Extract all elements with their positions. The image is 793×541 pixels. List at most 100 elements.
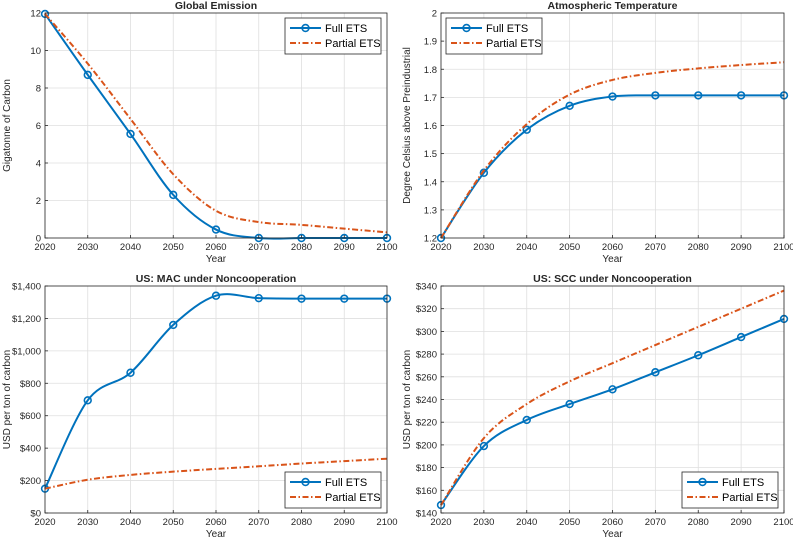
y-tick-label: $200: [20, 476, 41, 487]
legend: Full ETS Partial ETS: [284, 17, 382, 55]
y-tick-label: $280: [416, 350, 437, 361]
x-tick-label: 2040: [120, 242, 141, 253]
data-point-full-ets: [694, 91, 703, 100]
x-tick-label: 2050: [163, 242, 184, 253]
x-tick-label: 2030: [473, 242, 494, 253]
data-point-full-ets: [608, 92, 617, 101]
y-tick-label: 1.4: [424, 177, 437, 188]
x-tick-label: 2100: [773, 242, 793, 253]
x-axis-label: Year: [206, 254, 227, 265]
x-tick-label: 2090: [334, 242, 355, 253]
legend: Full ETS Partial ETS: [681, 471, 779, 509]
series-line-partial-ets: [440, 289, 785, 506]
y-tick-label: $140: [416, 509, 437, 520]
data-point-full-ets: [651, 368, 660, 377]
x-tick-label: 2070: [645, 242, 666, 253]
y-tick-label: 1.7: [424, 93, 437, 104]
data-point-full-ets: [211, 291, 221, 300]
x-tick-label: 2040: [120, 517, 141, 528]
y-tick-label: $240: [416, 395, 437, 406]
x-tick-label: 2030: [77, 517, 98, 528]
x-axis-label: Year: [206, 529, 227, 540]
y-axis-label: Gigatonne of Carbon: [2, 79, 13, 172]
y-tick-label: 1.5: [424, 149, 437, 160]
x-tick-label: 2100: [376, 242, 397, 253]
data-point-full-ets: [694, 351, 703, 360]
x-tick-label: 2090: [731, 242, 752, 253]
y-tick-label: $160: [416, 486, 437, 497]
x-tick-label: 2100: [376, 517, 397, 528]
x-tick-label: 2050: [163, 517, 184, 528]
y-axis-label: USD per ton of carbon: [2, 350, 13, 450]
y-tick-label: $260: [416, 372, 437, 383]
legend: Full ETS Partial ETS: [284, 471, 382, 509]
data-point-full-ets: [608, 385, 617, 394]
data-point-full-ets: [479, 441, 489, 451]
x-tick-label: 2050: [559, 517, 580, 528]
x-tick-label: 2080: [291, 517, 312, 528]
data-point-full-ets: [565, 399, 574, 409]
y-tick-label: 1.9: [424, 37, 437, 48]
y-tick-label: 1.8: [424, 65, 437, 76]
y-tick-label: 2: [432, 9, 437, 20]
legend-marker: [698, 477, 707, 487]
y-tick-label: 0: [36, 234, 41, 245]
x-tick-label: 2030: [77, 242, 98, 253]
y-tick-label: $1,200: [12, 314, 41, 325]
chart-title: Atmospheric Temperature: [548, 0, 678, 12]
x-tick-label: 2080: [291, 242, 312, 253]
data-point-full-ets: [126, 129, 135, 139]
x-tick-label: 2070: [248, 242, 269, 253]
x-tick-label: 2030: [473, 517, 494, 528]
data-point-full-ets: [83, 396, 92, 405]
legend-box: [445, 17, 543, 55]
y-tick-label: $200: [416, 440, 437, 451]
series-line-full-ets: [440, 94, 784, 239]
chart-title: US: MAC under Noncooperation: [136, 273, 296, 285]
x-tick-label: 2060: [602, 242, 623, 253]
y-tick-label: $600: [20, 411, 41, 422]
data-point-full-ets: [522, 125, 531, 134]
data-point-full-ets: [565, 101, 574, 111]
y-tick-label: 10: [30, 46, 41, 57]
chart-3: 2020 2030 2040 2050 2060 2070 2080 2090 2100 $0 $2…: [2, 273, 398, 540]
data-point-full-ets: [736, 332, 746, 342]
x-tick-label: 2080: [688, 242, 709, 253]
chart-2: 2020 2030 2040 2050 2060 2070 2080 2090 2100 1.2 1…: [402, 0, 793, 265]
legend-marker: [301, 23, 310, 33]
x-tick-label: 2040: [516, 242, 537, 253]
legend-label: Full ETS: [722, 477, 764, 489]
y-tick-label: 8: [36, 84, 41, 95]
data-point-full-ets: [651, 91, 660, 100]
x-tick-label: 2090: [334, 517, 355, 528]
data-point-full-ets: [211, 225, 221, 234]
chart-title: US: SCC under Noncooperation: [533, 273, 692, 285]
data-point-full-ets: [340, 294, 349, 303]
legend-label: Partial ETS: [486, 38, 542, 50]
legend-marker: [301, 477, 310, 487]
legend: Full ETS Partial ETS: [445, 17, 543, 55]
y-tick-label: 1.2: [424, 234, 437, 245]
x-tick-label: 2060: [205, 242, 226, 253]
y-tick-label: 12: [30, 9, 41, 20]
data-point-full-ets: [169, 190, 178, 200]
data-point-full-ets: [522, 415, 531, 425]
x-tick-label: 2060: [602, 517, 623, 528]
y-tick-label: 1.6: [424, 121, 437, 132]
x-tick-label: 2070: [645, 517, 666, 528]
x-axis-label: Year: [602, 254, 623, 265]
legend-box: [681, 471, 779, 509]
series-line-partial-ets: [440, 61, 785, 239]
data-point-full-ets: [83, 70, 92, 80]
x-tick-label: 2050: [559, 242, 580, 253]
legend-label: Partial ETS: [325, 492, 381, 504]
x-tick-label: 2020: [34, 242, 55, 253]
y-tick-label: 2: [36, 196, 41, 207]
data-point-full-ets: [736, 91, 746, 100]
data-point-full-ets: [126, 368, 135, 377]
x-tick-label: 2020: [430, 242, 451, 253]
chart-title: Global Emission: [175, 0, 257, 12]
y-tick-label: $300: [416, 327, 437, 338]
x-axis-label: Year: [602, 529, 623, 540]
